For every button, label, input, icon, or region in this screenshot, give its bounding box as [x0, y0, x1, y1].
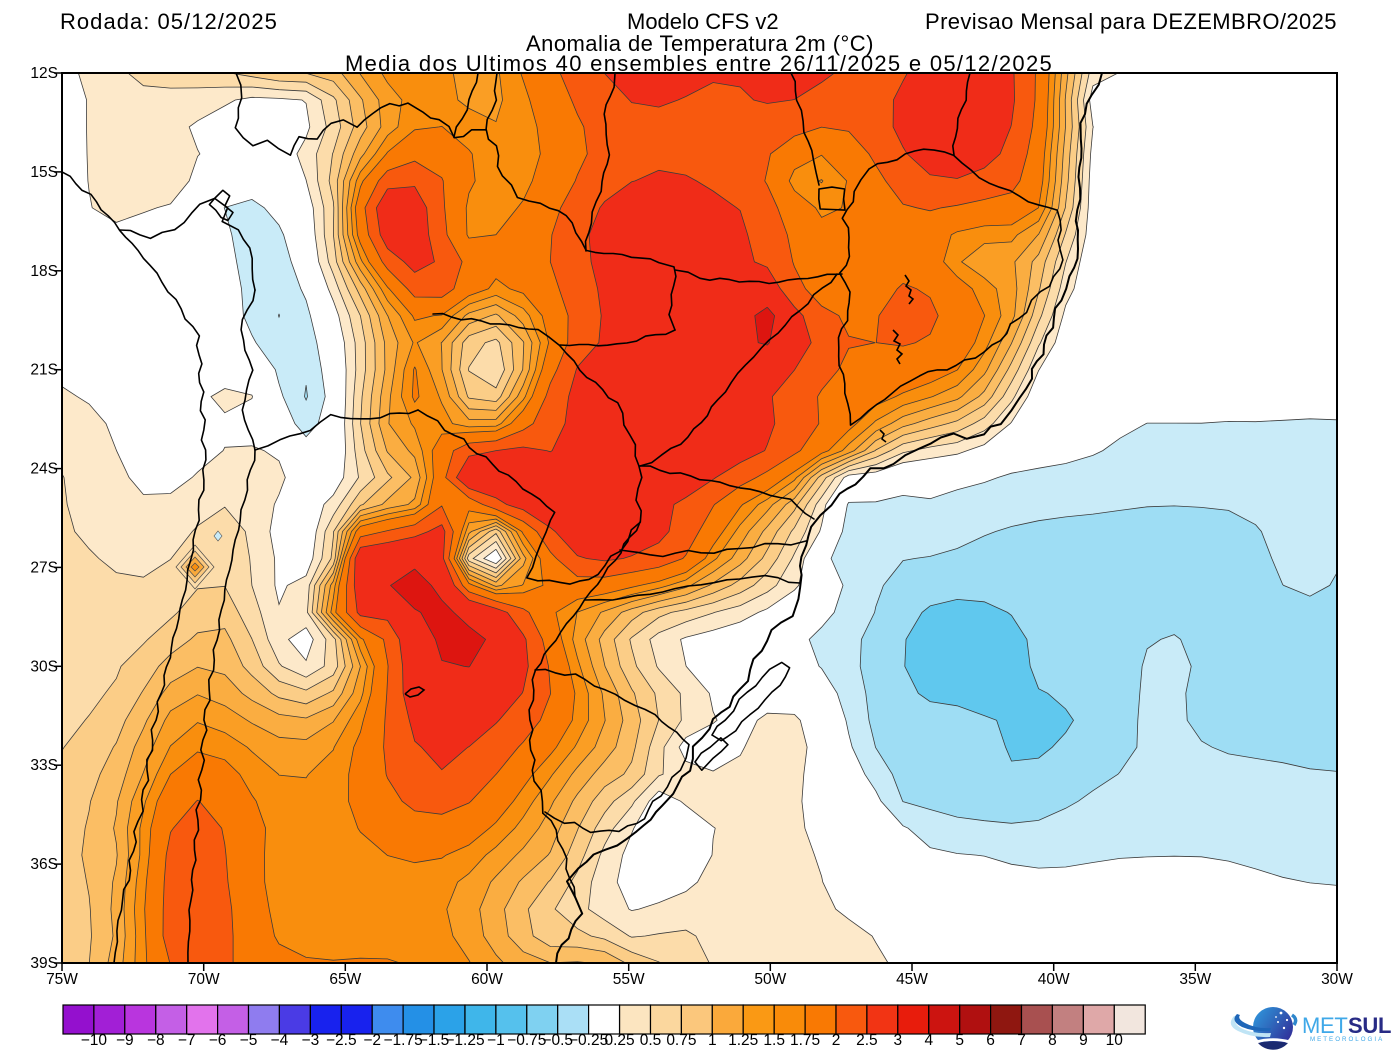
svg-text:0.75: 0.75	[666, 1032, 696, 1049]
svg-text:7: 7	[1017, 1032, 1026, 1049]
svg-text:2.5: 2.5	[856, 1032, 878, 1049]
svg-text:−0.25: −0.25	[569, 1032, 608, 1049]
svg-text:60W: 60W	[471, 971, 503, 988]
svg-text:50W: 50W	[754, 971, 786, 988]
svg-text:−1.25: −1.25	[445, 1032, 484, 1049]
svg-text:18S: 18S	[30, 263, 58, 280]
svg-text:12S: 12S	[30, 65, 58, 82]
svg-text:30W: 30W	[1321, 971, 1353, 988]
svg-text:SUL: SUL	[1348, 1013, 1391, 1038]
svg-text:−6: −6	[209, 1032, 227, 1049]
svg-text:45W: 45W	[896, 971, 928, 988]
svg-text:−2.5: −2.5	[326, 1032, 357, 1049]
svg-text:−0.75: −0.75	[507, 1032, 546, 1049]
svg-text:39S: 39S	[30, 955, 58, 972]
svg-text:10: 10	[1106, 1032, 1124, 1049]
svg-text:4: 4	[924, 1032, 933, 1049]
svg-text:−7: −7	[178, 1032, 196, 1049]
svg-text:1.25: 1.25	[728, 1032, 758, 1049]
svg-text:21S: 21S	[30, 362, 58, 379]
svg-text:35W: 35W	[1179, 971, 1211, 988]
svg-text:55W: 55W	[613, 971, 645, 988]
svg-text:−1.5: −1.5	[419, 1032, 450, 1049]
svg-text:5: 5	[955, 1032, 964, 1049]
svg-text:1.5: 1.5	[763, 1032, 785, 1049]
svg-text:0.25: 0.25	[605, 1032, 635, 1049]
svg-text:24S: 24S	[30, 461, 58, 478]
svg-text:3: 3	[893, 1032, 902, 1049]
svg-text:−3: −3	[302, 1032, 320, 1049]
svg-text:−0.5: −0.5	[542, 1032, 573, 1049]
svg-text:15S: 15S	[30, 164, 58, 181]
svg-text:0.5: 0.5	[640, 1032, 662, 1049]
svg-text:MET: MET	[1302, 1013, 1348, 1038]
svg-text:40W: 40W	[1038, 971, 1070, 988]
svg-text:−1.75: −1.75	[383, 1032, 422, 1049]
svg-text:1.75: 1.75	[790, 1032, 820, 1049]
svg-text:6: 6	[986, 1032, 995, 1049]
svg-text:65W: 65W	[329, 971, 361, 988]
svg-text:70W: 70W	[188, 971, 220, 988]
svg-text:−10: −10	[81, 1032, 108, 1049]
svg-text:−5: −5	[240, 1032, 258, 1049]
svg-text:2: 2	[832, 1032, 841, 1049]
svg-text:−9: −9	[116, 1032, 134, 1049]
svg-text:9: 9	[1079, 1032, 1088, 1049]
svg-text:75W: 75W	[46, 971, 78, 988]
svg-text:8: 8	[1048, 1032, 1057, 1049]
svg-text:30S: 30S	[30, 658, 58, 675]
svg-text:−2: −2	[363, 1032, 381, 1049]
svg-text:−4: −4	[271, 1032, 289, 1049]
svg-text:36S: 36S	[30, 856, 58, 873]
svg-text:METEOROLOGIA: METEOROLOGIA	[1310, 1036, 1384, 1043]
svg-text:1: 1	[708, 1032, 717, 1049]
svg-text:27S: 27S	[30, 559, 58, 576]
svg-text:−8: −8	[147, 1032, 165, 1049]
svg-text:−1: −1	[487, 1032, 505, 1049]
svg-text:33S: 33S	[30, 757, 58, 774]
